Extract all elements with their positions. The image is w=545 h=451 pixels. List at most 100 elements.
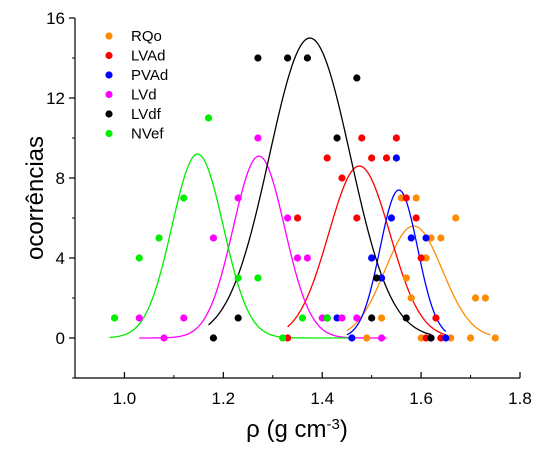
y-axis-title: ocorrências xyxy=(22,136,49,260)
legend-marker-lvd xyxy=(105,90,113,99)
data-point-rqo xyxy=(422,254,430,262)
data-point-lvdf xyxy=(333,134,341,142)
data-point-rqo xyxy=(466,334,475,342)
data-point-pvad xyxy=(407,234,415,242)
data-point-lvdf xyxy=(234,314,242,322)
data-point-nvef xyxy=(298,314,307,322)
data-point-lvdf xyxy=(303,54,311,62)
y-tick-label: 16 xyxy=(46,9,65,28)
x-ticks: 1.0 1.2 1.4 1.6 1.8 xyxy=(74,372,532,408)
data-point-pvad xyxy=(392,154,400,162)
data-point-nvef xyxy=(323,314,331,322)
data-point-rqo xyxy=(447,334,455,342)
data-point-rqo xyxy=(471,294,480,302)
legend-label-nvef: NVef xyxy=(131,126,164,143)
data-point-lvdf xyxy=(284,54,292,62)
y-tick-label: 4 xyxy=(56,249,65,268)
data-point-lvad xyxy=(293,214,302,222)
x-tick-label: 1.8 xyxy=(508,389,532,408)
data-point-rqo xyxy=(412,194,420,202)
axes xyxy=(74,18,520,379)
data-point-lvad xyxy=(382,154,391,162)
data-point-nvef xyxy=(155,234,163,242)
data-point-lvad xyxy=(323,154,331,162)
fit-curves xyxy=(109,37,491,339)
data-point-lvad xyxy=(353,214,361,222)
data-point-lvad xyxy=(417,254,425,262)
data-point-lvd xyxy=(338,314,346,322)
data-point-lvad xyxy=(422,334,430,342)
data-point-lvd xyxy=(135,314,143,322)
legend-label-lvd: LVd xyxy=(131,87,157,104)
data-point-nvef xyxy=(180,194,188,202)
x-axis-title: ρ (g cm-3) xyxy=(246,416,348,444)
data-point-lvdf xyxy=(209,334,218,342)
data-point-lvd xyxy=(303,254,311,262)
legend-marker-lvdf xyxy=(105,110,113,118)
data-point-nvef xyxy=(135,254,143,262)
data-point-lvd xyxy=(180,314,188,322)
data-point-pvad xyxy=(422,234,430,242)
data-point-pvad xyxy=(368,254,376,262)
data-point-rqo xyxy=(363,334,371,342)
data-point-lvad xyxy=(402,194,410,202)
data-point-lvad xyxy=(284,334,292,342)
data-point-rqo xyxy=(452,214,460,222)
x-tick-label: 1.0 xyxy=(113,389,137,408)
y-tick-label: 8 xyxy=(56,169,65,188)
data-point-lvd xyxy=(160,334,168,342)
legend-marker-pvad xyxy=(105,71,113,79)
legend-label-rqo: RQo xyxy=(131,28,162,45)
data-point-nvef xyxy=(254,274,262,282)
y-tick-label: 12 xyxy=(46,89,65,108)
data-point-lvd xyxy=(284,214,292,222)
fit-curve-rqo xyxy=(346,225,491,336)
data-point-rqo xyxy=(407,294,415,302)
data-point-lvd xyxy=(377,334,386,342)
data-point-lvdf xyxy=(368,314,376,322)
data-point-pvad xyxy=(387,214,396,222)
data-point-lvad xyxy=(432,314,440,322)
legend-label-lvad: LVAd xyxy=(131,48,165,65)
data-point-nvef xyxy=(110,314,119,322)
data-point-pvad xyxy=(333,314,341,322)
data-point-rqo xyxy=(397,194,405,202)
data-point-lvad xyxy=(412,214,420,222)
data-point-rqo xyxy=(417,334,425,342)
data-point-lvad xyxy=(437,334,445,342)
data-point-rqo xyxy=(491,334,499,342)
data-point-rqo xyxy=(377,314,386,322)
data-point-rqo xyxy=(427,234,435,242)
y-tick-label: 0 xyxy=(56,329,65,348)
fit-curve-pvad xyxy=(346,189,447,336)
data-point-rqo xyxy=(437,234,445,242)
data-point-lvd xyxy=(318,314,326,322)
legend-label-pvad: PVAd xyxy=(131,67,168,84)
data-point-lvad xyxy=(368,154,376,162)
fit-curve-lvdf xyxy=(208,37,432,336)
data-point-lvdf xyxy=(353,74,361,82)
data-point-lvad xyxy=(392,134,400,142)
data-point-pvad xyxy=(377,274,386,282)
legend-marker-lvad xyxy=(105,51,113,60)
legend-marker-rqo xyxy=(105,32,113,40)
data-point-lvdf xyxy=(373,274,381,282)
data-point-rqo xyxy=(481,294,489,302)
data-point-nvef xyxy=(234,274,242,282)
fit-curve-lvad xyxy=(287,165,447,336)
data-point-lvd xyxy=(254,134,262,142)
legend: RQo LVAd PVAd LVd LVdf NVef xyxy=(105,28,168,143)
x-tick-label: 1.2 xyxy=(212,389,236,408)
x-tick-label: 1.4 xyxy=(310,389,334,408)
data-point-lvd xyxy=(234,194,242,202)
data-point-rqo xyxy=(402,274,410,282)
fit-curve-nvef xyxy=(109,153,352,339)
data-point-lvdf xyxy=(427,334,435,342)
data-point-lvdf xyxy=(254,54,262,62)
data-point-nvef xyxy=(279,334,287,342)
x-tick-label: 1.6 xyxy=(409,389,433,408)
data-point-lvd xyxy=(293,254,302,262)
data-point-lvdf xyxy=(402,314,410,322)
data-point-nvef xyxy=(204,114,213,122)
